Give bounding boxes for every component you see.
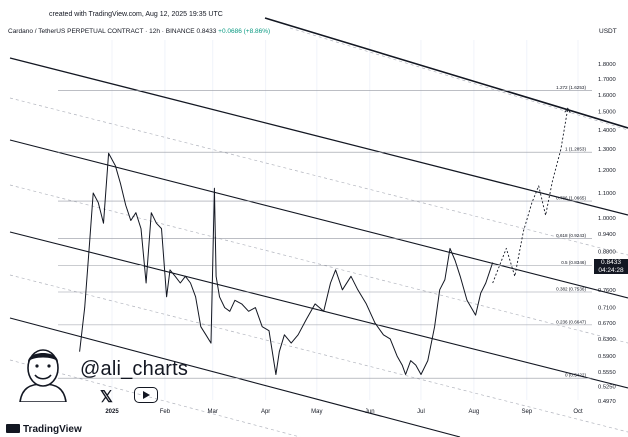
projection-path [492, 108, 569, 284]
tradingview-logo: TradingView [6, 424, 82, 435]
y-tick-13: 0.7100 [598, 306, 616, 312]
y-tick-17: 0.5550 [598, 370, 616, 376]
y-axis: 1.8000 1.7000 1.6000 1.5000 1.4000 1.3000 1.20… [598, 62, 616, 405]
author-handle: @ali_charts [80, 358, 189, 380]
badge-price: 0.8433 [601, 259, 621, 266]
youtube-icon [134, 387, 158, 403]
y-tick-6: 1.2000 [598, 168, 616, 174]
channel-line-2 [9, 139, 628, 299]
y-tick-15: 0.6300 [598, 337, 616, 343]
y-tick-1: 1.7000 [598, 77, 616, 83]
last-price-badge: 0.8433 04:24:28 [594, 259, 628, 274]
y-tick-18: 0.5250 [598, 385, 616, 391]
avatar [19, 349, 67, 402]
channel-line-8 [289, 27, 628, 131]
x-tick-9: Oct [573, 409, 583, 415]
last-price: 0.8433 [196, 28, 217, 35]
badge-countdown: 04:24:28 [598, 266, 624, 274]
fib-label-5: 0.786 (1.0665) [556, 196, 586, 201]
channel-line-5 [9, 97, 628, 256]
tradingview-logo-text: TradingView [23, 424, 82, 435]
x-tick-7: Aug [469, 409, 480, 415]
channel-line-0 [264, 17, 628, 129]
x-tick-4: May [311, 409, 322, 415]
fib-label-0: 0 (0.5422) [565, 373, 586, 378]
y-tick-9: 0.9400 [598, 232, 616, 238]
x-tick-2: Mar [208, 409, 218, 415]
currency-label: USDT [599, 28, 617, 35]
fib-label-7: 1.272 (1.6253) [556, 85, 586, 90]
fib-label-2: 0.382 (0.7536) [556, 286, 586, 291]
y-tick-2: 1.6000 [598, 93, 616, 99]
channel-line-1 [9, 57, 628, 216]
fib-label-6: 1 (1.2853) [565, 147, 586, 152]
y-tick-5: 1.3000 [598, 147, 616, 153]
channel-line-4 [9, 317, 461, 437]
footer: TradingView [0, 420, 628, 437]
y-tick-14: 0.6700 [598, 321, 616, 327]
y-tick-0: 1.8000 [598, 62, 616, 68]
y-tick-19: 0.4970 [598, 399, 616, 405]
y-tick-3: 1.5000 [598, 110, 616, 116]
fib-label-1: 0.236 (0.6647) [556, 319, 586, 324]
x-tick-6: Jul [417, 409, 425, 415]
channel-line-6 [9, 184, 628, 344]
x-tick-5: Jun [365, 409, 375, 415]
fibonacci-levels: 0 (0.5422) 0.236 (0.6647) 0.382 (0.7536) 0.… [58, 85, 592, 379]
fib-label-3: 0.5 (0.8346) [561, 260, 586, 265]
y-tick-8: 1.0000 [598, 216, 616, 222]
projection-arrow [564, 107, 571, 113]
y-tick-4: 1.4000 [598, 128, 616, 134]
channel-line-3 [9, 231, 628, 389]
x-tick-0: 2025 [105, 409, 119, 415]
fib-label-4: 0.618 (0.9243) [556, 233, 586, 238]
price-line [79, 152, 494, 375]
y-tick-16: 0.5900 [598, 354, 616, 360]
price-series [79, 107, 571, 375]
channel-line-7 [9, 274, 628, 433]
symbol-header: Cardano / TetherUS PERPETUAL CONTRACT · … [8, 28, 270, 35]
x-axis: 2025 Feb Mar Apr May Jun Jul Aug Sep Oct [105, 409, 583, 415]
tradingview-logo-icon [6, 424, 20, 433]
symbol-name: Cardano / TetherUS PERPETUAL CONTRACT · … [8, 28, 195, 35]
created-note: created with TradingView.com, Aug 12, 20… [49, 11, 223, 18]
price-change: +0.0686 (+8.86%) [218, 28, 271, 35]
y-tick-10: 0.8800 [598, 249, 616, 255]
x-icon: 𝕏 [100, 389, 113, 406]
x-tick-8: Sep [521, 409, 532, 415]
y-tick-12: 0.7600 [598, 288, 616, 294]
regression-channels [9, 17, 628, 437]
grid-lines [111, 40, 579, 400]
x-tick-3: Apr [261, 409, 270, 415]
y-tick-7: 1.1000 [598, 191, 616, 197]
x-tick-1: Feb [160, 409, 171, 415]
